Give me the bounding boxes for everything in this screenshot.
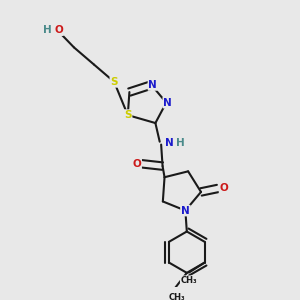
Text: N: N bbox=[165, 138, 174, 148]
Text: N: N bbox=[163, 98, 172, 108]
Text: S: S bbox=[110, 77, 118, 87]
Text: N: N bbox=[148, 80, 157, 90]
Text: S: S bbox=[124, 110, 131, 120]
Text: O: O bbox=[54, 25, 63, 35]
Text: H: H bbox=[176, 138, 185, 148]
Text: H: H bbox=[43, 25, 52, 35]
Text: O: O bbox=[132, 159, 141, 169]
Text: O: O bbox=[220, 184, 228, 194]
Text: N: N bbox=[181, 206, 190, 216]
Text: CH₃: CH₃ bbox=[181, 276, 197, 285]
Text: CH₃: CH₃ bbox=[169, 293, 186, 300]
